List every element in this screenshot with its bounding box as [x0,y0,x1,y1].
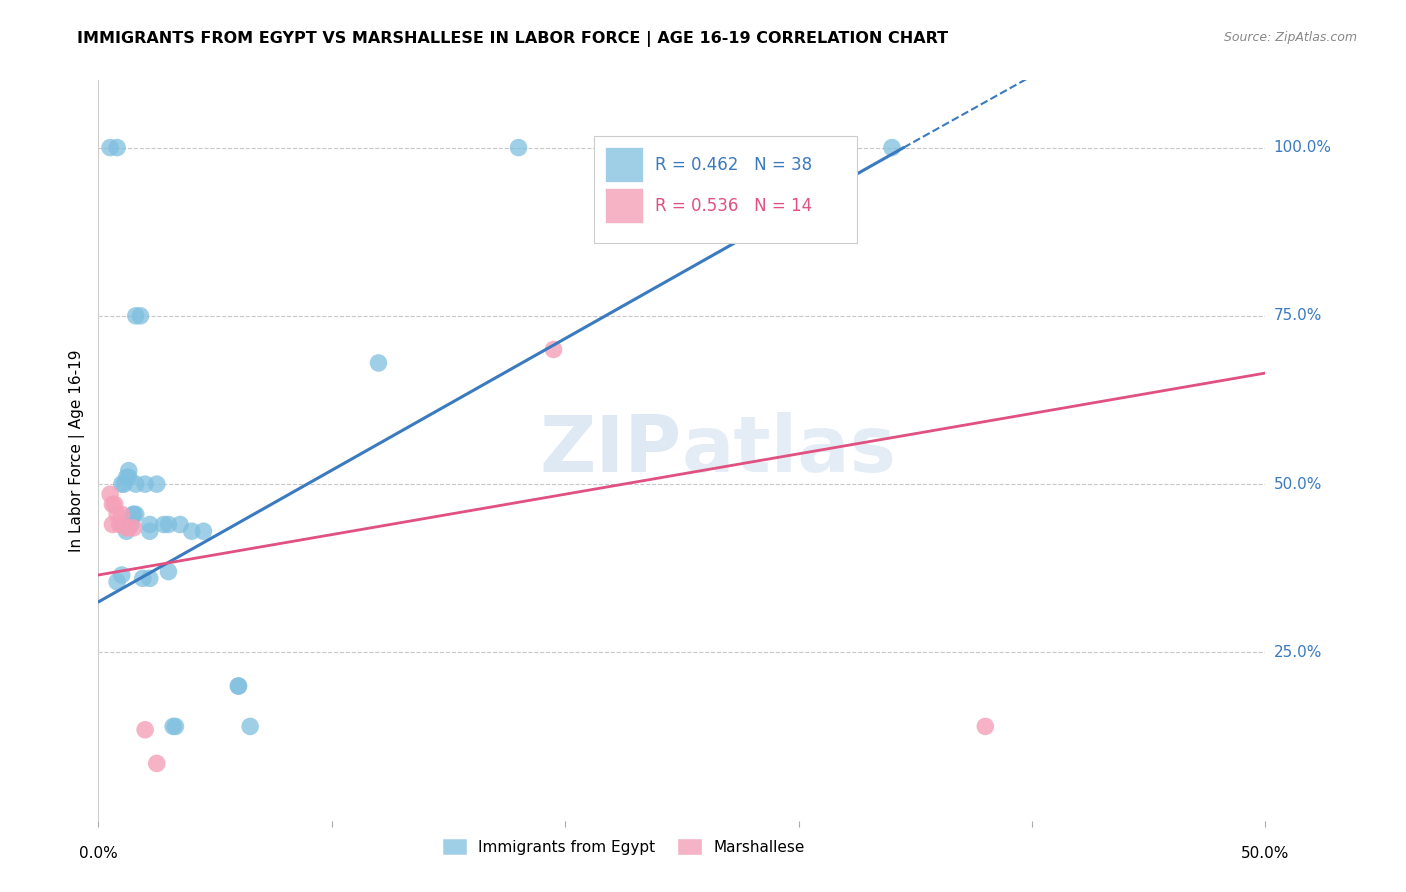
FancyBboxPatch shape [595,136,858,244]
Point [112,477,135,491]
Point [146,756,169,771]
Point [105,574,128,589]
Point [111,508,134,522]
Point [105,508,128,522]
Text: R = 0.536   N = 14: R = 0.536 N = 14 [655,197,813,215]
Text: 0.0%: 0.0% [79,846,118,861]
Point [129,309,152,323]
Point [162,719,184,733]
Point [157,565,180,579]
Point [180,524,202,539]
Point [228,679,250,693]
Point [157,517,180,532]
Point [146,477,169,491]
Point [228,679,250,693]
Point [239,719,262,733]
Text: atlas: atlas [682,412,897,489]
Point [134,723,156,737]
Point [125,477,148,491]
Point [152,517,174,532]
Point [111,477,134,491]
FancyBboxPatch shape [606,148,644,182]
Text: 50.0%: 50.0% [1274,476,1322,491]
Text: Source: ZipAtlas.com: Source: ZipAtlas.com [1223,31,1357,45]
Point [367,356,389,370]
Point [125,309,148,323]
Point [118,470,141,484]
FancyBboxPatch shape [606,189,644,223]
Point [139,571,162,585]
Point [101,517,124,532]
Point [543,343,565,357]
Point [120,517,142,532]
Point [111,568,134,582]
Point [118,521,141,535]
Text: 25.0%: 25.0% [1274,645,1322,660]
Point [118,464,141,478]
Point [101,497,124,511]
Point [165,719,187,733]
Point [108,517,131,532]
Point [134,477,156,491]
Point [139,517,162,532]
Point [98,487,121,501]
Text: IMMIGRANTS FROM EGYPT VS MARSHALLESE IN LABOR FORCE | AGE 16-19 CORRELATION CHAR: IMMIGRANTS FROM EGYPT VS MARSHALLESE IN … [77,31,949,47]
Text: ZIP: ZIP [540,412,682,489]
Point [115,524,138,539]
Point [122,508,145,522]
Text: R = 0.462   N = 38: R = 0.462 N = 38 [655,156,813,174]
Text: 75.0%: 75.0% [1274,309,1322,323]
Y-axis label: In Labor Force | Age 16-19: In Labor Force | Age 16-19 [69,349,84,552]
Point [122,521,145,535]
Text: 50.0%: 50.0% [1241,846,1289,861]
Point [508,140,530,154]
Point [111,517,134,532]
Point [880,140,903,154]
Text: 100.0%: 100.0% [1274,140,1331,155]
Point [104,497,127,511]
Point [193,524,215,539]
Point [125,508,148,522]
Point [98,140,121,154]
Point [115,521,138,535]
Point [122,508,145,522]
Point [132,571,155,585]
Point [115,470,138,484]
Point [974,719,997,733]
Point [105,140,128,154]
Legend: Immigrants from Egypt, Marshallese: Immigrants from Egypt, Marshallese [437,833,810,861]
Point [169,517,191,532]
Point [139,524,162,539]
